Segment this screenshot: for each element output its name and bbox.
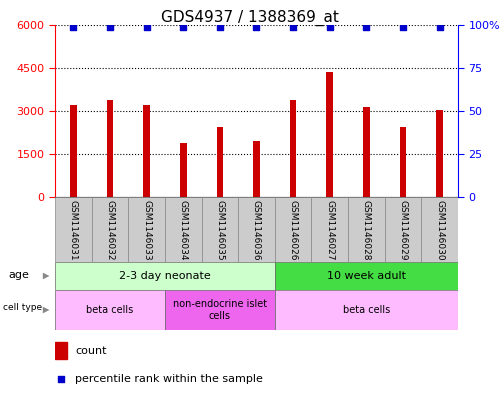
- Bar: [165, 197, 202, 262]
- Bar: [202, 197, 238, 262]
- Bar: [326, 72, 333, 197]
- Bar: [55, 262, 275, 290]
- Bar: [92, 197, 128, 262]
- Text: non-endocrine islet
cells: non-endocrine islet cells: [173, 299, 267, 321]
- Bar: [143, 105, 150, 197]
- Bar: [275, 197, 311, 262]
- Point: [57, 375, 65, 382]
- Point: [216, 24, 224, 30]
- Bar: [55, 197, 92, 262]
- Text: GDS4937 / 1388369_at: GDS4937 / 1388369_at: [161, 10, 338, 26]
- Point: [399, 24, 407, 30]
- Text: GSM1146036: GSM1146036: [252, 200, 261, 261]
- Text: 2-3 day neonate: 2-3 day neonate: [119, 271, 211, 281]
- Bar: [385, 197, 421, 262]
- Text: GSM1146030: GSM1146030: [435, 200, 444, 261]
- Point: [252, 24, 260, 30]
- Bar: [128, 197, 165, 262]
- Text: beta cells: beta cells: [343, 305, 390, 315]
- Point: [106, 24, 114, 30]
- Text: GSM1146026: GSM1146026: [288, 200, 297, 261]
- Point: [362, 24, 370, 30]
- Bar: [55, 342, 67, 359]
- Bar: [400, 127, 406, 197]
- Text: GSM1146035: GSM1146035: [216, 200, 225, 261]
- Text: GSM1146033: GSM1146033: [142, 200, 151, 261]
- Bar: [311, 197, 348, 262]
- Text: GSM1146029: GSM1146029: [399, 200, 408, 261]
- Text: age: age: [8, 270, 29, 279]
- Bar: [180, 143, 187, 197]
- Bar: [107, 100, 113, 197]
- Point: [143, 24, 151, 30]
- Text: GSM1146034: GSM1146034: [179, 200, 188, 261]
- Point: [289, 24, 297, 30]
- Point: [69, 24, 77, 30]
- Text: cell type: cell type: [3, 303, 42, 312]
- Text: GSM1146028: GSM1146028: [362, 200, 371, 261]
- Bar: [217, 127, 223, 197]
- Bar: [253, 141, 260, 197]
- Point: [326, 24, 334, 30]
- Point: [436, 24, 444, 30]
- Bar: [165, 290, 275, 330]
- Bar: [290, 100, 296, 197]
- Bar: [348, 197, 385, 262]
- Bar: [55, 290, 165, 330]
- Bar: [421, 197, 458, 262]
- Bar: [363, 107, 370, 197]
- Text: GSM1146027: GSM1146027: [325, 200, 334, 261]
- Text: percentile rank within the sample: percentile rank within the sample: [75, 373, 263, 384]
- Text: GSM1146031: GSM1146031: [69, 200, 78, 261]
- Bar: [275, 290, 458, 330]
- Text: GSM1146032: GSM1146032: [105, 200, 114, 261]
- Bar: [238, 197, 275, 262]
- Bar: [437, 110, 443, 197]
- Bar: [275, 262, 458, 290]
- Text: count: count: [75, 346, 107, 356]
- Bar: [70, 105, 77, 197]
- Point: [179, 24, 187, 30]
- Text: beta cells: beta cells: [86, 305, 134, 315]
- Text: 10 week adult: 10 week adult: [327, 271, 406, 281]
